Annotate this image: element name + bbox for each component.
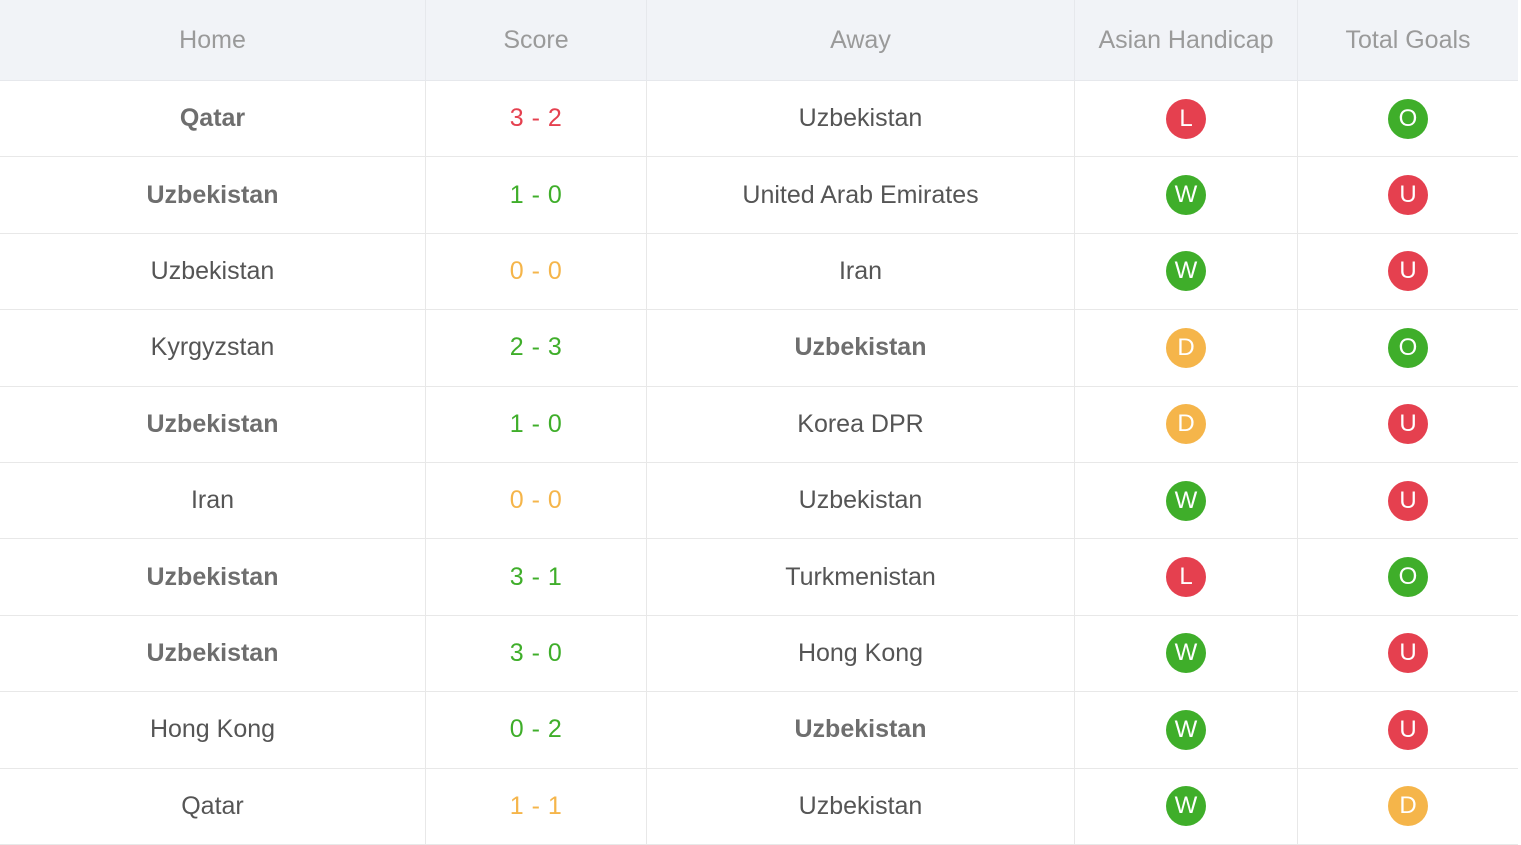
total-goals-badge: U: [1388, 404, 1428, 445]
total-goals-cell: U: [1298, 692, 1518, 767]
total-goals-cell: O: [1298, 539, 1518, 614]
table-row[interactable]: Uzbekistan 1 - 0 United Arab Emirates W U: [0, 157, 1518, 234]
asian-handicap-badge: W: [1166, 633, 1206, 674]
asian-handicap-cell: L: [1075, 81, 1298, 157]
header-away[interactable]: Away: [647, 0, 1075, 80]
total-goals-cell: D: [1298, 769, 1518, 844]
asian-handicap-badge: W: [1166, 709, 1206, 750]
asian-handicap-cell: L: [1075, 539, 1298, 615]
home-team[interactable]: Kyrgyzstan: [0, 310, 426, 386]
header-asian-handicap[interactable]: Asian Handicap: [1075, 0, 1298, 80]
table-row[interactable]: Hong Kong 0 - 2 Uzbekistan W U: [0, 692, 1518, 769]
asian-handicap-badge: D: [1166, 404, 1206, 445]
match-score[interactable]: 3 - 0: [426, 615, 647, 692]
header-total-goals[interactable]: Total Goals: [1345, 25, 1471, 54]
asian-handicap-cell: W: [1075, 462, 1298, 539]
match-score[interactable]: 1 - 1: [426, 768, 647, 844]
total-goals-badge: U: [1388, 251, 1428, 292]
header-home[interactable]: Home: [0, 0, 426, 80]
away-team[interactable]: Korea DPR: [647, 386, 1075, 462]
asian-handicap-badge: L: [1166, 557, 1206, 598]
match-score[interactable]: 0 - 2: [426, 692, 647, 768]
total-goals-cell: U: [1298, 234, 1518, 309]
total-goals-badge: O: [1388, 327, 1428, 368]
asian-handicap-cell: W: [1075, 615, 1298, 692]
home-team[interactable]: Uzbekistan: [0, 157, 426, 233]
match-score[interactable]: 1 - 0: [426, 386, 647, 462]
home-team[interactable]: Uzbekistan: [0, 615, 426, 692]
match-score[interactable]: 3 - 2: [426, 81, 647, 157]
away-team[interactable]: Uzbekistan: [647, 692, 1075, 768]
home-team[interactable]: Qatar: [0, 81, 426, 157]
asian-handicap-cell: W: [1075, 233, 1298, 310]
table-row[interactable]: Uzbekistan 3 - 0 Hong Kong W U: [0, 615, 1518, 693]
away-team[interactable]: Hong Kong: [647, 615, 1075, 692]
match-score[interactable]: 2 - 3: [426, 310, 647, 386]
home-team[interactable]: Hong Kong: [0, 692, 426, 768]
away-team[interactable]: Uzbekistan: [647, 462, 1075, 539]
total-goals-cell: U: [1298, 157, 1518, 232]
away-team[interactable]: Uzbekistan: [647, 768, 1075, 844]
asian-handicap-badge: W: [1166, 480, 1206, 521]
total-goals-cell: O: [1298, 310, 1518, 385]
asian-handicap-cell: D: [1075, 310, 1298, 386]
asian-handicap-badge: D: [1166, 327, 1206, 368]
away-team[interactable]: Uzbekistan: [647, 81, 1075, 157]
home-team[interactable]: Uzbekistan: [0, 233, 426, 310]
table-header: Home Score Away Asian Handicap Total Goa…: [0, 0, 1518, 81]
table-row[interactable]: Qatar 1 - 1 Uzbekistan W D: [0, 768, 1518, 845]
table-row[interactable]: Uzbekistan 1 - 0 Korea DPR D U: [0, 386, 1518, 463]
match-score[interactable]: 0 - 0: [426, 462, 647, 539]
home-team[interactable]: Iran: [0, 462, 426, 539]
table-row[interactable]: Kyrgyzstan 2 - 3 Uzbekistan D O: [0, 310, 1518, 387]
match-score[interactable]: 1 - 0: [426, 157, 647, 233]
match-score[interactable]: 3 - 1: [426, 539, 647, 615]
asian-handicap-badge: W: [1166, 175, 1206, 216]
asian-handicap-badge: L: [1166, 98, 1206, 139]
table-body: Qatar 3 - 2 Uzbekistan L O Uzbekistan 1 - 0 Uni…: [0, 81, 1518, 845]
away-team[interactable]: Turkmenistan: [647, 539, 1075, 615]
total-goals-badge: D: [1388, 786, 1428, 827]
home-team[interactable]: Qatar: [0, 768, 426, 844]
total-goals-badge: U: [1388, 709, 1428, 750]
asian-handicap-cell: W: [1075, 768, 1298, 844]
asian-handicap-badge: W: [1166, 786, 1206, 827]
total-goals-cell: U: [1298, 463, 1518, 538]
table-row[interactable]: Uzbekistan 3 - 1 Turkmenistan L O: [0, 539, 1518, 616]
total-goals-badge: O: [1388, 98, 1428, 139]
away-team[interactable]: United Arab Emirates: [647, 157, 1075, 233]
table-row[interactable]: Qatar 3 - 2 Uzbekistan L O: [0, 81, 1518, 158]
header-score[interactable]: Score: [426, 0, 647, 80]
total-goals-badge: U: [1388, 480, 1428, 521]
table-row[interactable]: Iran 0 - 0 Uzbekistan W U: [0, 462, 1518, 540]
asian-handicap-cell: W: [1075, 157, 1298, 233]
total-goals-badge: O: [1388, 557, 1428, 598]
away-team[interactable]: Uzbekistan: [647, 310, 1075, 386]
table-row[interactable]: Uzbekistan 0 - 0 Iran W U: [0, 233, 1518, 311]
total-goals-cell: U: [1298, 616, 1518, 691]
away-team[interactable]: Iran: [647, 233, 1075, 310]
match-score[interactable]: 0 - 0: [426, 233, 647, 310]
home-team[interactable]: Uzbekistan: [0, 386, 426, 462]
asian-handicap-cell: W: [1075, 692, 1298, 768]
total-goals-badge: U: [1388, 175, 1428, 216]
total-goals-cell: U: [1298, 387, 1518, 462]
home-team[interactable]: Uzbekistan: [0, 539, 426, 615]
asian-handicap-cell: D: [1075, 386, 1298, 462]
total-goals-badge: U: [1388, 633, 1428, 674]
total-goals-cell: O: [1298, 81, 1518, 156]
asian-handicap-badge: W: [1166, 251, 1206, 292]
